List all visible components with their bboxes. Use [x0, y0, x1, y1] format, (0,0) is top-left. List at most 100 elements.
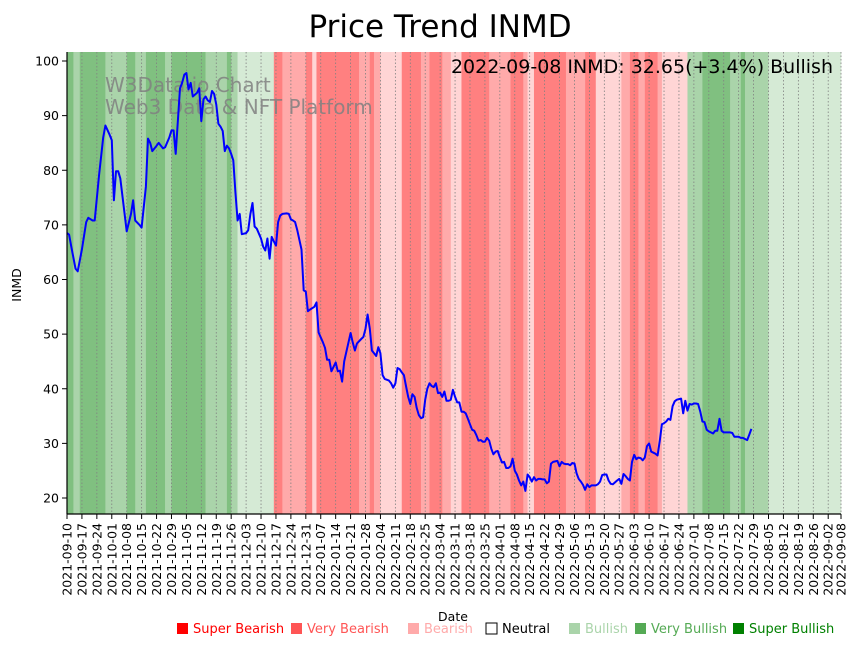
y-tick-label: 100	[35, 54, 59, 69]
x-tick-label: 2022-01-28	[358, 523, 373, 596]
x-tick-label: 2022-08-05	[761, 523, 776, 596]
x-tick-label: 2022-03-04	[433, 523, 448, 596]
sentiment-band	[231, 52, 238, 514]
legend-swatch	[408, 623, 419, 634]
legend-swatch	[635, 623, 646, 634]
sentiment-band	[126, 52, 136, 514]
x-tick-label: 2022-03-18	[462, 523, 477, 596]
y-tick-label: 90	[43, 108, 59, 123]
x-tick-label: 2022-01-21	[343, 523, 358, 596]
x-axis-ticks: 2021-09-10 2021-09-17 2021-09-24 2021-10-01…	[60, 514, 849, 596]
sentiment-band	[768, 52, 842, 514]
sentiment-band	[565, 52, 586, 514]
x-tick-label: 2021-09-10	[60, 523, 75, 596]
x-tick-label: 2022-03-11	[448, 523, 463, 596]
x-tick-label: 2021-10-08	[119, 523, 134, 596]
legend-swatch	[485, 622, 498, 635]
x-tick-label: 2022-09-08	[834, 523, 849, 596]
x-tick-label: 2021-09-24	[89, 523, 104, 596]
x-tick-label: 2022-07-22	[731, 523, 746, 596]
x-tick-label: 2021-11-05	[179, 523, 194, 596]
x-tick-label: 2021-12-24	[283, 523, 298, 596]
sentiment-band	[105, 52, 128, 514]
legend-item: Very Bearish	[291, 622, 389, 637]
x-tick-label: 2022-08-12	[776, 523, 791, 596]
x-tick-label: 2022-01-14	[328, 523, 343, 596]
sentiment-band	[165, 52, 172, 514]
sentiment-band	[226, 52, 232, 514]
y-tick-label: 60	[43, 272, 59, 287]
x-tick-label: 2022-05-27	[612, 523, 627, 596]
x-tick-label: 2021-11-19	[209, 523, 224, 596]
sentiment-band	[585, 52, 597, 514]
x-tick-label: 2021-10-22	[149, 523, 164, 596]
sentiment-band	[135, 52, 147, 514]
x-tick-label: 2022-06-10	[642, 523, 657, 596]
x-tick-label: 2021-10-01	[104, 523, 119, 596]
x-tick-label: 2022-01-07	[313, 523, 328, 596]
x-axis-label: Date	[438, 609, 468, 624]
sentiment-band	[608, 52, 622, 514]
sentiment-band	[533, 52, 567, 514]
x-tick-label: 2022-09-02	[821, 523, 836, 596]
x-tick-label: 2022-06-03	[627, 523, 642, 596]
sentiment-band	[374, 52, 381, 514]
y-tick-label: 70	[43, 217, 59, 232]
x-tick-label: 2022-08-19	[791, 523, 806, 596]
x-tick-label: 2022-04-08	[507, 523, 522, 596]
y-tick-label: 80	[43, 163, 59, 178]
sentiment-band	[450, 52, 462, 514]
legend-label: Neutral	[502, 622, 550, 637]
legend-swatch	[569, 623, 580, 634]
latest-price-annotation: 2022-09-08 INMD: 32.65(+3.4%) Bullish	[451, 56, 833, 78]
legend-item: Bullish	[569, 622, 628, 637]
y-tick-label: 40	[43, 381, 59, 396]
y-tick-label: 20	[43, 491, 59, 506]
sentiment-band	[702, 52, 731, 514]
sentiment-band	[621, 52, 631, 514]
sentiment-band	[510, 52, 524, 514]
legend-item: Very Bullish	[635, 622, 727, 637]
x-tick-label: 2022-05-20	[597, 523, 612, 596]
sentiment-band	[359, 52, 371, 514]
sentiment-band	[527, 52, 535, 514]
legend-swatch	[177, 623, 188, 634]
legend-label: Super Bullish	[749, 622, 834, 637]
legend-swatch	[291, 623, 302, 634]
y-tick-label: 30	[43, 436, 59, 451]
x-tick-label: 2022-04-01	[492, 523, 507, 596]
sentiment-band	[730, 52, 742, 514]
sentiment-band	[237, 52, 275, 514]
x-tick-label: 2022-06-24	[671, 523, 686, 596]
y-axis-label: INMD	[9, 268, 24, 301]
y-axis-ticks: 20 30 40 50 60 70 80 90 100	[35, 54, 67, 506]
chart-title: Price Trend INMD	[308, 9, 571, 45]
watermark: W3Data.io Chart Web3 Data & NFT Platform	[105, 73, 373, 119]
x-tick-label: 2021-10-29	[164, 523, 179, 596]
x-tick-label: 2022-02-11	[388, 523, 403, 596]
x-tick-label: 2022-02-04	[373, 523, 388, 596]
sentiment-band	[661, 52, 688, 514]
x-tick-label: 2021-12-03	[239, 523, 254, 596]
x-tick-label: 2022-06-17	[657, 523, 672, 596]
x-tick-label: 2022-05-06	[567, 523, 582, 596]
legend-item: Bearish	[408, 622, 473, 637]
x-tick-label: 2022-03-25	[477, 523, 492, 596]
x-tick-label: 2021-12-17	[268, 523, 283, 596]
sentiment-band	[79, 52, 106, 514]
sentiment-band	[73, 52, 81, 514]
legend: Super Bearish Very Bearish Bearish Neutral B…	[177, 622, 834, 637]
x-tick-label: 2021-11-26	[224, 523, 239, 596]
price-line	[66, 72, 753, 492]
legend-item: Super Bearish	[177, 622, 284, 637]
sentiment-band	[644, 52, 658, 514]
sentiment-band	[282, 52, 307, 514]
legend-swatch	[733, 623, 744, 634]
legend-item: Neutral	[485, 622, 550, 637]
legend-label: Very Bearish	[307, 622, 389, 637]
y-tick-label: 50	[43, 327, 59, 342]
x-tick-label: 2022-07-15	[716, 523, 731, 596]
x-tick-label: 2021-12-31	[298, 523, 313, 596]
x-tick-label: 2021-10-15	[134, 523, 149, 596]
x-tick-label: 2022-05-13	[582, 523, 597, 596]
